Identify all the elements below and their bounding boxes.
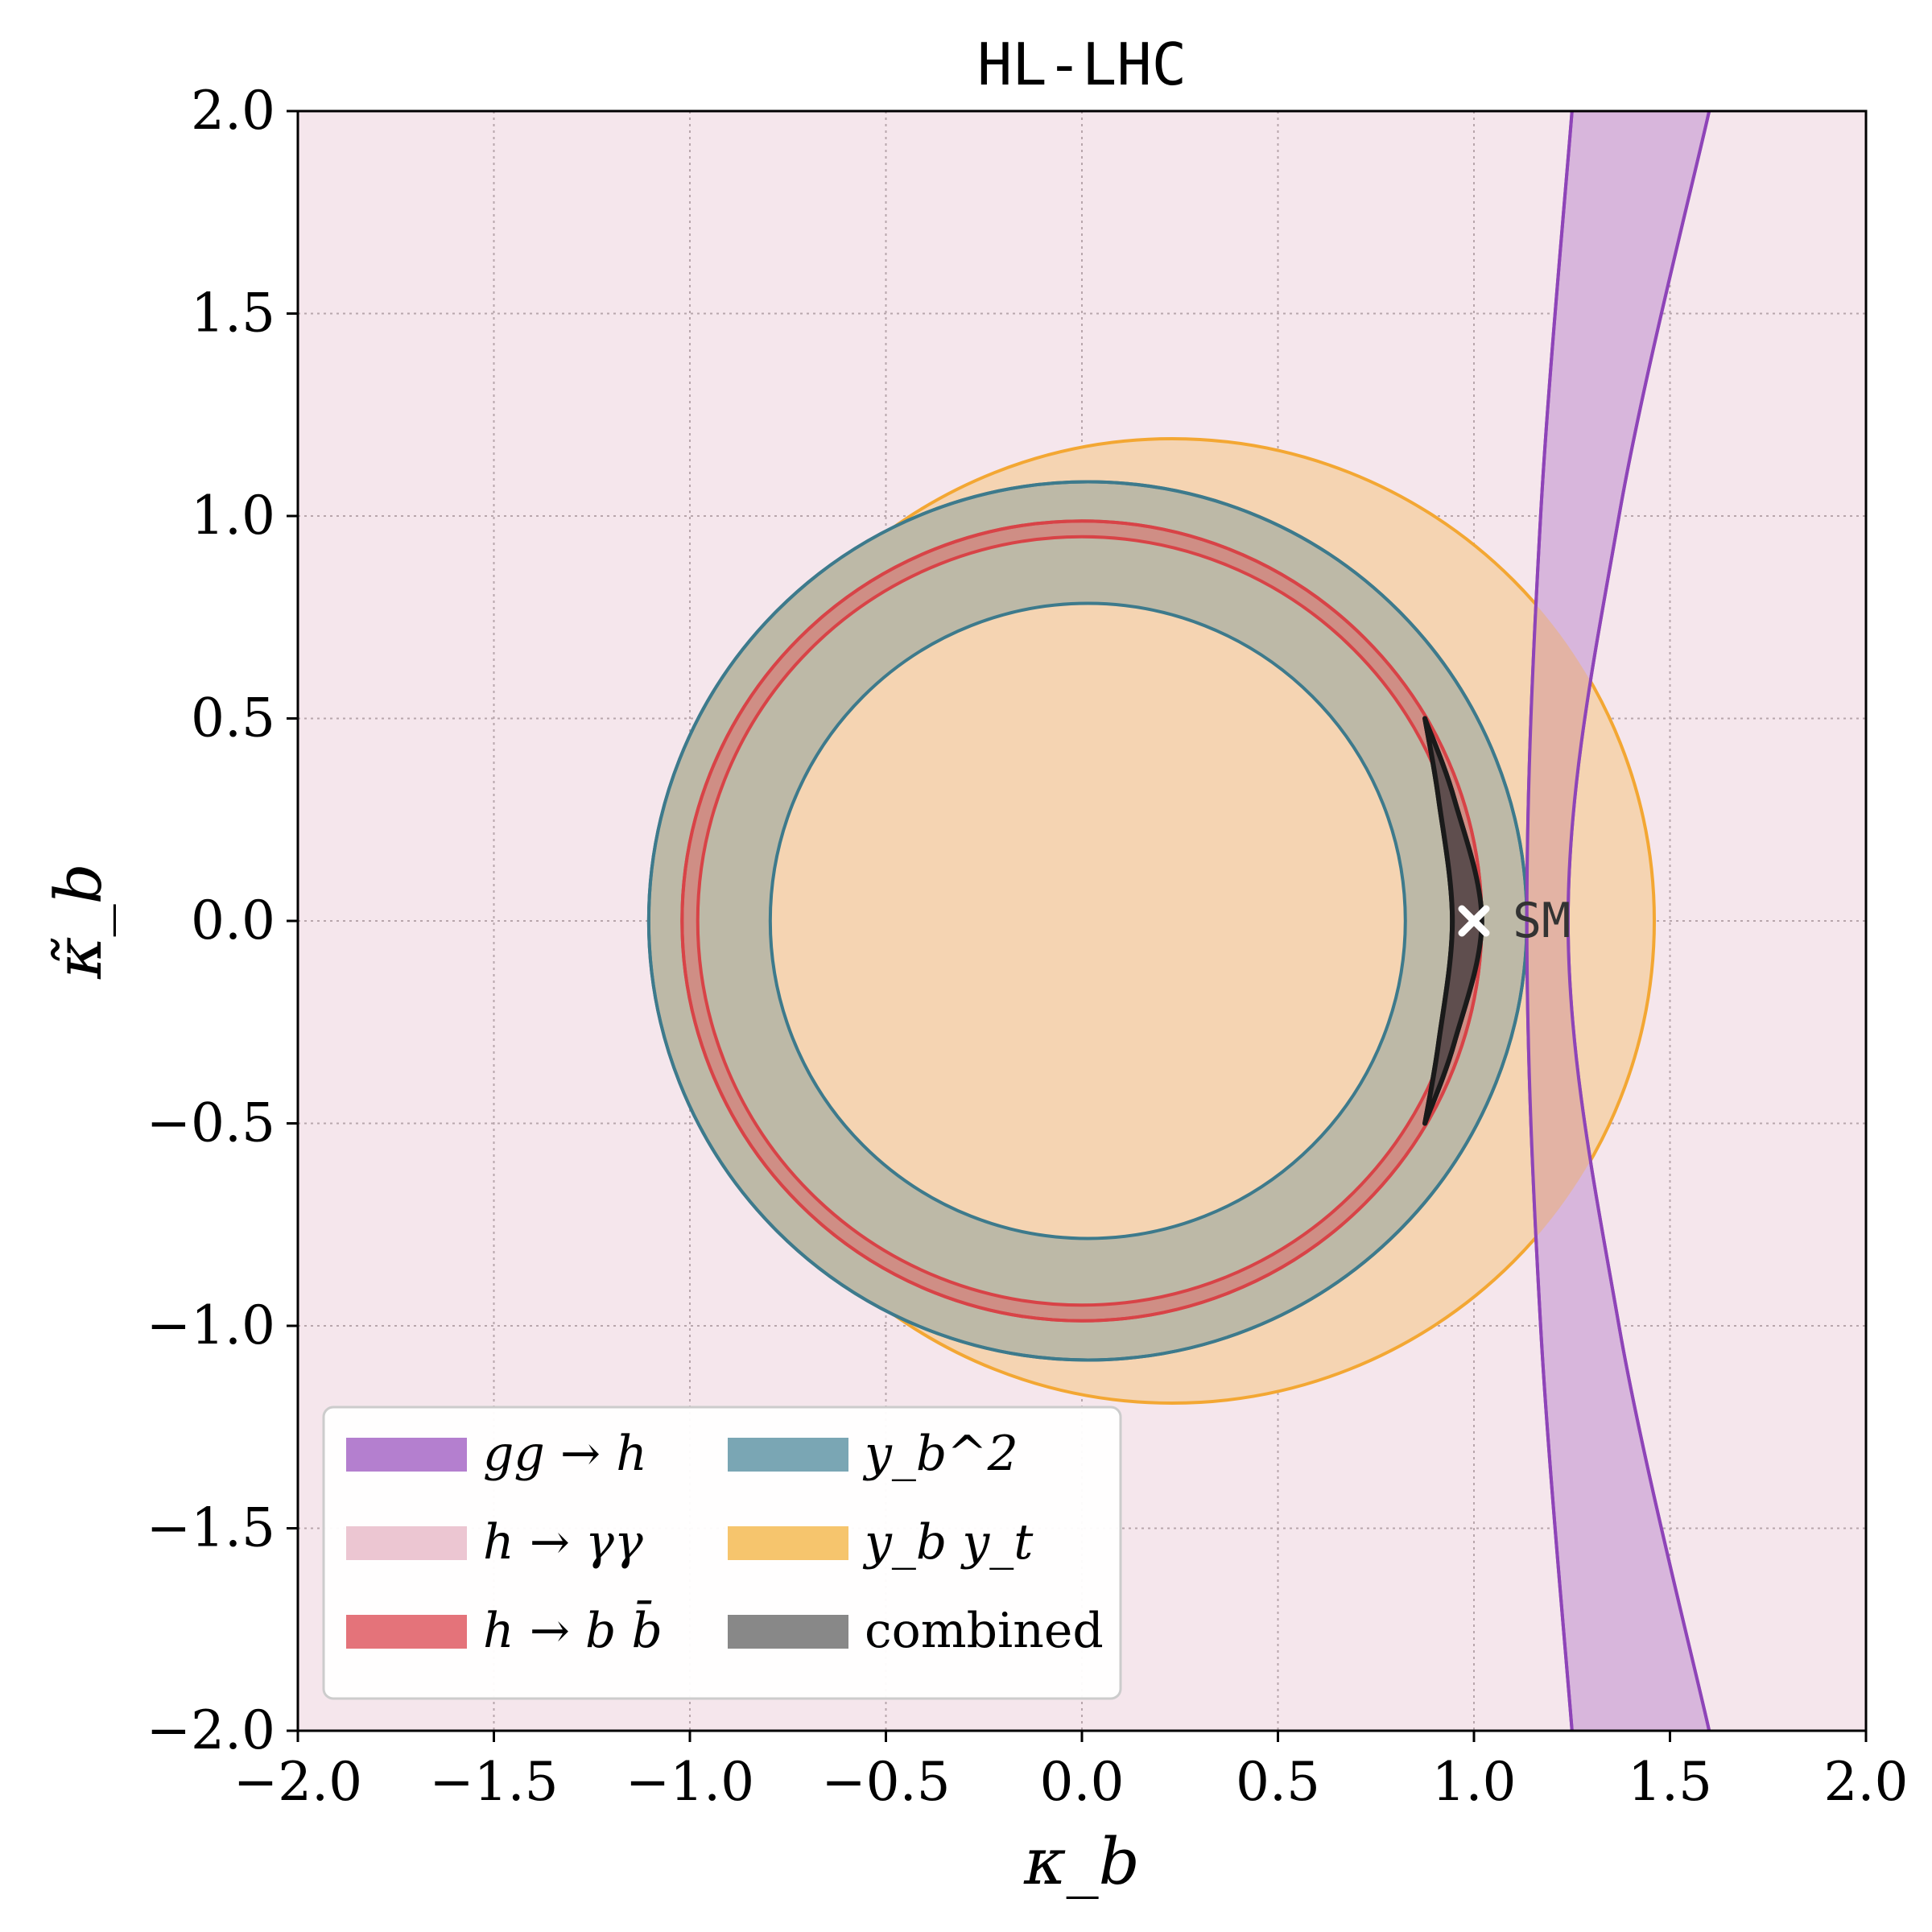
- x-tick-label: −2.0: [233, 1751, 362, 1813]
- legend-swatch: [346, 1526, 467, 1560]
- y-tick-label: −2.0: [147, 1699, 275, 1761]
- x-tick-label: 1.5: [1628, 1751, 1712, 1813]
- x-tick-label: 2.0: [1824, 1751, 1909, 1813]
- legend-frame: [322, 1406, 1122, 1700]
- region-inner-edge: [768, 601, 1407, 1241]
- legend-label: y_b y_t: [862, 1514, 1034, 1571]
- legend-swatch: [728, 1615, 848, 1649]
- y-tick-label: 1.5: [191, 283, 275, 345]
- y-tick-label: 2.0: [191, 80, 275, 142]
- legend: gg → h h → γγ h → b b̄ y_b^2 y_b y_t combined: [322, 1406, 1122, 1700]
- region-fill: [1526, 111, 1710, 1731]
- x-tick-label: −1.0: [625, 1751, 754, 1813]
- legend-entry: combined: [728, 1603, 1104, 1659]
- legend-swatch: [728, 1526, 848, 1560]
- x-axis-label: κ_b: [1023, 1824, 1140, 1899]
- region-inner-edge: [1525, 111, 1574, 1731]
- legend-swatch: [728, 1438, 848, 1472]
- sm-marker: SM: [1458, 893, 1571, 949]
- x-tick-label: 1.0: [1432, 1751, 1517, 1813]
- region-shape: [1422, 716, 1484, 1126]
- ticks: −2.0−2.0 −1.5 −1.5 −1.0 −1.0 −0.5 −0.5 0.0 0.0 0.…: [147, 80, 1909, 1813]
- legend-label: h → γγ: [483, 1514, 643, 1571]
- y-tick-label: −0.5: [147, 1092, 275, 1154]
- chart-title: HL-LHC: [977, 31, 1187, 98]
- legend-label: h → b b̄: [483, 1600, 663, 1659]
- sm-point: [1458, 905, 1490, 937]
- y-tick-label: −1.5: [147, 1497, 275, 1559]
- y-tick-label: 0.5: [191, 687, 275, 749]
- x-tick-label: −1.5: [429, 1751, 558, 1813]
- sm-label: SM: [1513, 893, 1571, 949]
- legend-swatch: [346, 1615, 467, 1649]
- y-tick-label: 0.0: [191, 890, 275, 952]
- legend-entry: h → b b̄: [346, 1600, 663, 1659]
- x-tick-label: 0.0: [1040, 1751, 1125, 1813]
- regions: [646, 111, 1711, 1731]
- x-tick-label: −0.5: [821, 1751, 950, 1813]
- legend-entry: gg → h: [346, 1426, 647, 1482]
- y-tick-label: −1.0: [147, 1294, 275, 1356]
- legend-label: y_b^2: [862, 1426, 1018, 1482]
- y-tick-label: 1.0: [191, 485, 275, 547]
- legend-entry: h → γγ: [346, 1514, 643, 1571]
- region-outer-edge: [1566, 111, 1711, 1731]
- y-axis-label: κ̃_b: [41, 863, 116, 980]
- legend-swatch: [346, 1438, 467, 1472]
- x-tick-label: 0.5: [1236, 1751, 1320, 1813]
- legend-entry: y_b^2: [728, 1426, 1018, 1482]
- legend-entry: y_b y_t: [728, 1514, 1034, 1571]
- legend-label: gg → h: [483, 1426, 647, 1482]
- legend-label: combined: [865, 1603, 1104, 1659]
- region-combined: [1422, 716, 1484, 1126]
